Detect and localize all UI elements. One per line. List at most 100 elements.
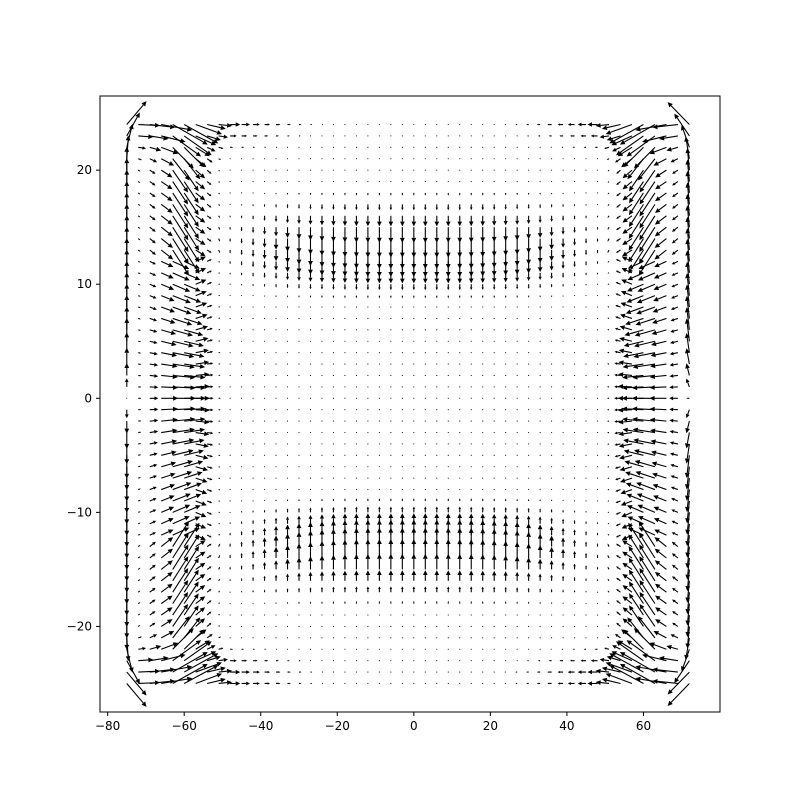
quiver-arrow-head <box>669 362 674 367</box>
quiver-arrow-shaft <box>218 659 224 662</box>
quiver-arrow-dot <box>436 477 438 479</box>
quiver-arrow-head <box>685 529 690 535</box>
quiver-arrow-head <box>537 524 543 530</box>
quiver-arrow <box>251 250 255 258</box>
quiver-arrow-dot <box>470 431 472 434</box>
quiver-arrow-head <box>639 568 645 574</box>
quiver-arrow <box>264 454 266 456</box>
quiver-arrow-head <box>209 500 213 504</box>
quiver-arrow-shaft <box>673 352 679 355</box>
quiver-arrow <box>309 477 312 479</box>
quiver-arrow-shaft <box>641 572 656 593</box>
quiver-arrow <box>607 409 610 411</box>
quiver-arrow <box>562 306 564 308</box>
quiver-arrow-head <box>504 507 507 510</box>
quiver-arrow <box>355 420 357 422</box>
quiver-arrow-head <box>331 570 336 576</box>
quiver-arrow-dot <box>229 603 231 605</box>
quiver-arrow-dot <box>309 431 312 434</box>
quiver-arrow <box>241 477 243 479</box>
quiver-arrow-head <box>200 512 207 518</box>
quiver-arrow-head <box>632 416 638 422</box>
quiver-arrow-shaft <box>138 306 140 309</box>
quiver-arrow <box>493 466 495 468</box>
quiver-arrow-dot <box>470 625 472 627</box>
quiver-arrow-dot <box>332 329 335 331</box>
quiver-arrow <box>615 304 621 308</box>
quiver-arrow <box>367 363 369 365</box>
quiver-arrow <box>617 384 633 389</box>
quiver-arrow-head <box>655 607 661 613</box>
quiver-arrow <box>263 509 266 513</box>
quiver-arrow-head <box>377 513 382 518</box>
quiver-arrow-shaft <box>160 249 170 257</box>
quiver-arrow <box>447 466 449 468</box>
quiver-arrow <box>468 570 474 581</box>
quiver-arrow-head <box>139 499 141 501</box>
quiver-arrow-shaft <box>137 249 140 252</box>
quiver-arrow-dot <box>459 397 461 399</box>
quiver-arrow-head <box>622 364 628 369</box>
quiver-arrow <box>551 306 553 308</box>
quiver-arrow-shaft <box>183 249 198 270</box>
quiver-arrow <box>424 637 426 639</box>
quiver-arrow <box>562 589 564 593</box>
quiver-arrow <box>378 317 380 319</box>
quiver-arrow <box>493 660 495 662</box>
quiver-arrow <box>424 600 426 604</box>
quiver-arrow-shaft <box>218 602 220 605</box>
quiver-arrow-head <box>527 660 528 662</box>
quiver-arrow <box>470 295 472 299</box>
quiver-arrow <box>126 683 147 707</box>
quiver-arrow <box>218 443 221 445</box>
quiver-arrow <box>298 386 300 388</box>
quiver-arrow-dot <box>424 386 426 388</box>
quiver-arrow-shaft <box>161 463 172 468</box>
quiver-arrow <box>229 543 231 547</box>
quiver-arrow-head <box>669 396 674 401</box>
quiver-arrow-dot <box>493 363 495 365</box>
quiver-arrow-dot <box>367 477 369 479</box>
quiver-arrow-dot <box>309 614 312 616</box>
quiver-arrow <box>241 295 243 297</box>
quiver-arrow <box>636 493 656 502</box>
quiver-arrow <box>620 489 633 495</box>
quiver-arrow <box>637 272 656 281</box>
quiver-arrow-dot <box>539 454 541 456</box>
quiver-arrow-shaft <box>161 340 172 345</box>
quiver-arrow-shaft <box>184 306 198 313</box>
quiver-arrow-dot <box>355 352 357 354</box>
quiver-arrow-shaft <box>149 272 154 275</box>
quiver-arrow <box>482 489 484 491</box>
quiver-arrow-dot <box>459 374 461 377</box>
quiver-arrow <box>229 637 231 639</box>
quiver-arrow-shaft <box>195 632 203 639</box>
quiver-arrow <box>607 477 610 479</box>
quiver-arrow-head <box>152 509 157 513</box>
quiver-arrow <box>596 454 599 456</box>
quiver-arrow-head <box>185 298 191 304</box>
quiver-arrow <box>424 648 426 650</box>
quiver-arrow-shaft <box>625 292 633 297</box>
quiver-arrow <box>567 670 575 674</box>
quiver-arrow-head <box>124 507 130 513</box>
quiver-arrow-shaft <box>687 557 690 575</box>
quiver-arrow <box>344 498 346 501</box>
quiver-arrow <box>528 306 530 308</box>
quiver-arrow <box>172 340 194 348</box>
quiver-arrow <box>252 443 254 445</box>
quiver-arrow <box>401 660 403 662</box>
quiver-arrow-head <box>193 593 199 599</box>
quiver-arrow <box>400 513 405 524</box>
quiver-arrow-head <box>435 586 439 589</box>
quiver-arrow-dot <box>516 340 518 342</box>
quiver-arrow <box>614 350 621 354</box>
quiver-arrow-head <box>233 659 237 663</box>
quiver-arrow-shaft <box>606 648 610 650</box>
quiver-arrow-shaft <box>687 592 690 610</box>
quiver-arrow <box>274 574 278 581</box>
quiver-arrow-shaft <box>658 272 667 277</box>
quiver-arrow <box>413 443 415 445</box>
quiver-arrow <box>626 295 644 303</box>
quiver-arrow-dot <box>275 397 277 399</box>
